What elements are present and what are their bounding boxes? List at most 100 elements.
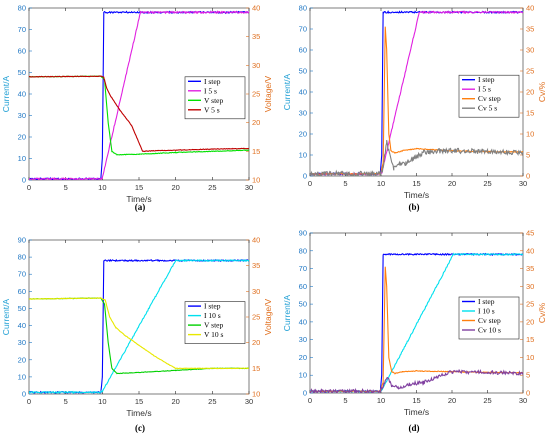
- x-axis-label: Time/s: [404, 190, 429, 200]
- y-right-tick-label: 5: [526, 151, 530, 160]
- y-left-tick-label: 40: [18, 321, 26, 330]
- y-left-tick-label: 30: [299, 109, 307, 118]
- y-right-tick-label: 15: [252, 364, 260, 373]
- legend-entry: Cv 5 s: [478, 104, 497, 113]
- series-line-3: [310, 368, 523, 393]
- x-tick-label: 10: [98, 397, 106, 406]
- y-left-tick-label: 10: [299, 151, 307, 160]
- legend-entry: I step: [478, 75, 495, 84]
- y-right-tick-label: 0: [526, 172, 530, 181]
- legend-entry: I 5 s: [204, 86, 217, 95]
- legend-entry: I 10 s: [204, 311, 221, 320]
- y-right-tick-label: 5: [526, 371, 530, 380]
- y-right-tick-label: 35: [526, 25, 534, 34]
- y-right-tick-label: 25: [252, 90, 260, 99]
- y-left-tick-label: 0: [22, 176, 26, 185]
- legend-entry: I step: [204, 302, 221, 311]
- y-left-tick-label: 90: [18, 236, 26, 245]
- x-axis-label: Time/s: [126, 194, 151, 204]
- x-axis-label: Time/s: [126, 408, 151, 418]
- panel-c: 0 5 10 15 20 25 30 0 10 20 30 40 50 60 70 80 90 10 15 20 25 3…: [1, 236, 273, 434]
- y-left-tick-label: 10: [299, 371, 307, 380]
- y-left-tick-label: 80: [299, 246, 307, 255]
- y-left-tick-label: 70: [299, 264, 307, 273]
- legend-entry: V 5 s: [204, 105, 220, 114]
- y-left-tick-label: 0: [22, 390, 26, 399]
- x-tick-label: 5: [343, 179, 347, 188]
- y-left-tick-label: 40: [299, 317, 307, 326]
- x-tick-label: 25: [483, 396, 491, 405]
- y-left-tick-label: 60: [299, 282, 307, 291]
- y-left-tick-label: 50: [18, 304, 26, 313]
- y-left-tick-label: 30: [299, 335, 307, 344]
- y-right-axis-label: Cv/%: [537, 302, 547, 323]
- y-right-tick-label: 20: [526, 317, 534, 326]
- legend-entry: I 10 s: [478, 307, 495, 316]
- x-tick-label: 20: [448, 179, 456, 188]
- x-tick-label: 15: [412, 179, 420, 188]
- y-right-tick-label: 15: [526, 109, 534, 118]
- x-tick-label: 20: [171, 183, 179, 192]
- y-right-tick-label: 40: [252, 4, 260, 13]
- y-left-tick-label: 20: [299, 130, 307, 139]
- y-right-tick-label: 40: [526, 246, 534, 255]
- panel-label: (b): [409, 202, 420, 212]
- y-left-tick-label: 20: [299, 353, 307, 362]
- y-right-tick-label: 45: [526, 229, 534, 238]
- x-tick-label: 10: [98, 183, 106, 192]
- y-left-tick-label: 10: [18, 154, 26, 163]
- legend-box: [184, 76, 246, 120]
- x-tick-label: 5: [343, 396, 347, 405]
- legend-entry: I step: [204, 77, 221, 86]
- y-left-tick-label: 50: [299, 300, 307, 309]
- x-tick-label: 20: [448, 396, 456, 405]
- x-tick-label: 10: [377, 396, 385, 405]
- x-axis-label: Time/s: [404, 407, 429, 417]
- y-left-tick-label: 70: [18, 270, 26, 279]
- y-left-tick-label: 80: [18, 253, 26, 262]
- legend-entry: Cv 10 s: [478, 326, 501, 335]
- y-left-tick-label: 20: [18, 133, 26, 142]
- legend-box: [458, 296, 520, 340]
- y-right-tick-label: 35: [526, 264, 534, 273]
- y-left-tick-label: 20: [18, 355, 26, 364]
- legend-box: [458, 74, 520, 118]
- y-right-tick-label: 35: [252, 32, 260, 41]
- x-tick-label: 0: [308, 179, 312, 188]
- y-right-tick-label: 20: [526, 88, 534, 97]
- y-right-tick-label: 30: [526, 282, 534, 291]
- y-left-tick-label: 0: [303, 172, 307, 181]
- x-tick-label: 0: [27, 397, 31, 406]
- x-tick-label: 5: [64, 183, 68, 192]
- legend-entry: V step: [204, 96, 223, 105]
- x-tick-label: 0: [308, 396, 312, 405]
- x-tick-label: 25: [208, 397, 216, 406]
- y-left-axis-label: Current/A: [1, 75, 11, 112]
- y-right-tick-label: 20: [252, 118, 260, 127]
- x-tick-label: 5: [64, 397, 68, 406]
- y-right-tick-label: 25: [526, 67, 534, 76]
- y-right-tick-label: 40: [526, 4, 534, 13]
- y-left-tick-label: 60: [299, 46, 307, 55]
- panel-a: 0 5 10 15 20 25 30 0 10 20 30 40 50 60 70 80 10 15 20 25 30 3…: [1, 4, 273, 213]
- x-tick-label: 20: [171, 397, 179, 406]
- legend-entry: V 10 s: [204, 330, 224, 339]
- y-right-tick-label: 10: [252, 390, 260, 399]
- series-line-3: [29, 296, 249, 370]
- y-left-tick-label: 70: [299, 25, 307, 34]
- legend-entry: Cv step: [478, 94, 501, 103]
- y-left-tick-label: 50: [18, 68, 26, 77]
- x-tick-label: 15: [412, 396, 420, 405]
- y-right-axis-label: Voltage/V: [263, 75, 273, 112]
- x-tick-label: 0: [27, 183, 31, 192]
- x-tick-label: 25: [208, 183, 216, 192]
- y-left-tick-label: 90: [299, 229, 307, 238]
- y-left-axis-label: Current/A: [282, 73, 292, 110]
- y-left-tick-label: 80: [299, 4, 307, 13]
- y-right-tick-label: 0: [526, 389, 530, 398]
- x-tick-label: 30: [519, 396, 527, 405]
